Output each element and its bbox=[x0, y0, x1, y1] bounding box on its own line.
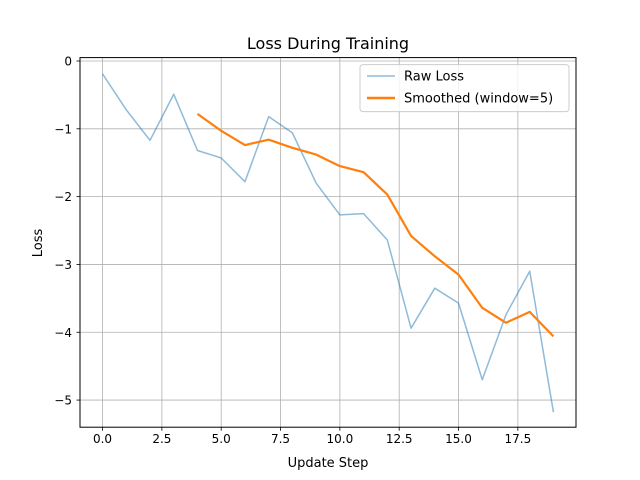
x-tick-label: 0.0 bbox=[93, 432, 112, 446]
legend-label-raw-loss: Raw Loss bbox=[404, 70, 464, 85]
legend: Raw Loss Smoothed (window=5) bbox=[359, 64, 570, 113]
y-tick-label: −3 bbox=[54, 258, 72, 272]
x-tick-label: 7.5 bbox=[271, 432, 290, 446]
legend-box bbox=[359, 64, 570, 113]
x-tick-label: 12.5 bbox=[386, 432, 413, 446]
y-tick-label: −5 bbox=[54, 394, 72, 408]
x-tick-label: 2.5 bbox=[152, 432, 171, 446]
x-tick-label: 5.0 bbox=[212, 432, 231, 446]
series-lines bbox=[101, 73, 555, 413]
x-axis-label: Update Step bbox=[288, 456, 369, 471]
x-tick-label: 10.0 bbox=[327, 432, 354, 446]
y-tick-label: −2 bbox=[54, 190, 72, 204]
y-tick-label: −4 bbox=[54, 326, 72, 340]
plot-frame bbox=[79, 57, 577, 428]
y-axis: 0 −1 −2 −3 −4 −5 bbox=[54, 54, 80, 408]
x-tick-label: 17.5 bbox=[504, 432, 531, 446]
series-line-raw-loss bbox=[101, 73, 555, 413]
grid bbox=[80, 57, 576, 428]
chart-title: Loss During Training bbox=[247, 34, 409, 53]
y-tick-label: −1 bbox=[54, 122, 72, 136]
x-tick-label: 15.0 bbox=[445, 432, 472, 446]
y-tick-label: 0 bbox=[64, 54, 72, 68]
series-line-smoothed bbox=[196, 112, 555, 338]
legend-label-smoothed: Smoothed (window=5) bbox=[404, 92, 553, 107]
plot-area bbox=[80, 57, 576, 428]
x-axis: 0.0 2.5 5.0 7.5 10.0 12.5 15.0 17.5 bbox=[93, 427, 531, 446]
y-axis-label: Loss bbox=[31, 229, 46, 258]
